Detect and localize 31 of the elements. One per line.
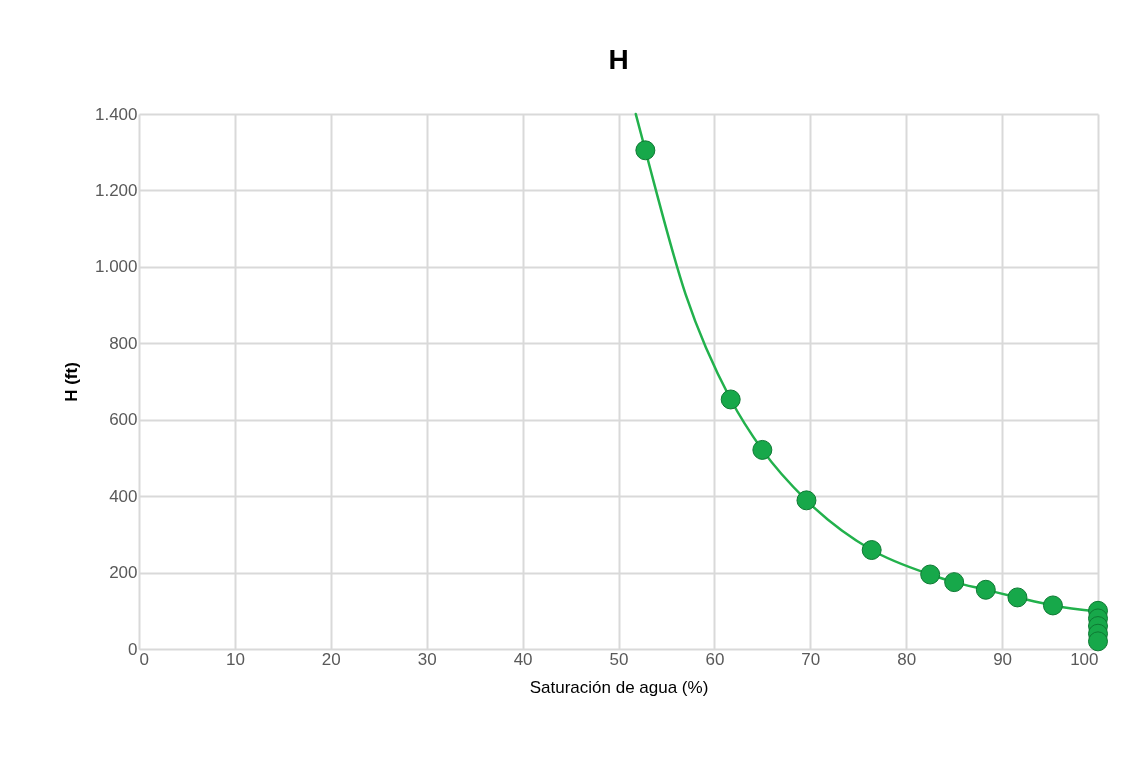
x-tick-label: 100 xyxy=(1070,649,1099,669)
point xyxy=(944,572,965,593)
point xyxy=(720,389,741,410)
point xyxy=(1042,595,1063,616)
point xyxy=(920,564,941,585)
y-tick-label: 1.400 xyxy=(94,104,138,124)
x-tick-label: 50 xyxy=(609,649,629,669)
y-tick-label: 400 xyxy=(109,486,138,506)
y-tick-label: 600 xyxy=(109,410,138,430)
x-tick-label: 20 xyxy=(321,649,341,669)
point xyxy=(796,490,817,511)
point xyxy=(975,579,996,600)
x-tick-label: 60 xyxy=(705,649,725,669)
point xyxy=(1088,631,1108,652)
x-tick-label: 40 xyxy=(513,649,533,669)
x-axis-title: Saturación de agua (%) xyxy=(529,677,709,697)
point xyxy=(861,540,882,560)
y-axis-title: H (ft) xyxy=(61,362,81,402)
point xyxy=(1007,587,1028,608)
y-tick-label: 1.200 xyxy=(94,180,138,200)
y-tick-label: 1.000 xyxy=(94,257,138,277)
point xyxy=(752,439,773,460)
x-tick-label: 90 xyxy=(993,649,1013,669)
chart-title: H xyxy=(608,44,629,75)
x-tick-label: 70 xyxy=(801,649,821,669)
x-tick-label: 30 xyxy=(417,649,437,669)
y-tick-label: 800 xyxy=(109,333,138,353)
y-tick-label: 200 xyxy=(109,563,138,583)
x-tick-label: 80 xyxy=(897,649,917,669)
x-tick-label: 10 xyxy=(225,649,245,669)
point xyxy=(635,140,656,161)
